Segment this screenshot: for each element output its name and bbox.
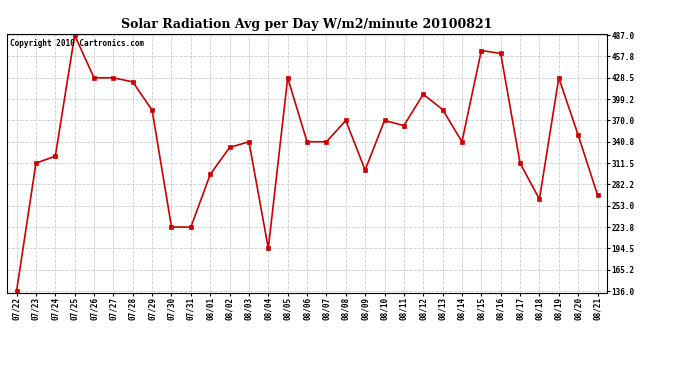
Title: Solar Radiation Avg per Day W/m2/minute 20100821: Solar Radiation Avg per Day W/m2/minute … bbox=[121, 18, 493, 31]
Text: Copyright 2010 Cartronics.com: Copyright 2010 Cartronics.com bbox=[10, 39, 144, 48]
